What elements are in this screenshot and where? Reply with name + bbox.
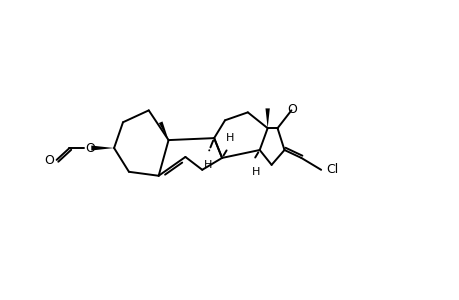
Polygon shape: [91, 146, 114, 151]
Polygon shape: [158, 122, 168, 140]
Text: Cl: Cl: [325, 163, 338, 176]
Text: O: O: [44, 154, 54, 167]
Polygon shape: [265, 108, 269, 128]
Text: H: H: [204, 160, 212, 170]
Text: H: H: [251, 167, 259, 177]
Text: O: O: [85, 142, 95, 154]
Text: O: O: [287, 103, 297, 116]
Text: H: H: [225, 133, 234, 143]
